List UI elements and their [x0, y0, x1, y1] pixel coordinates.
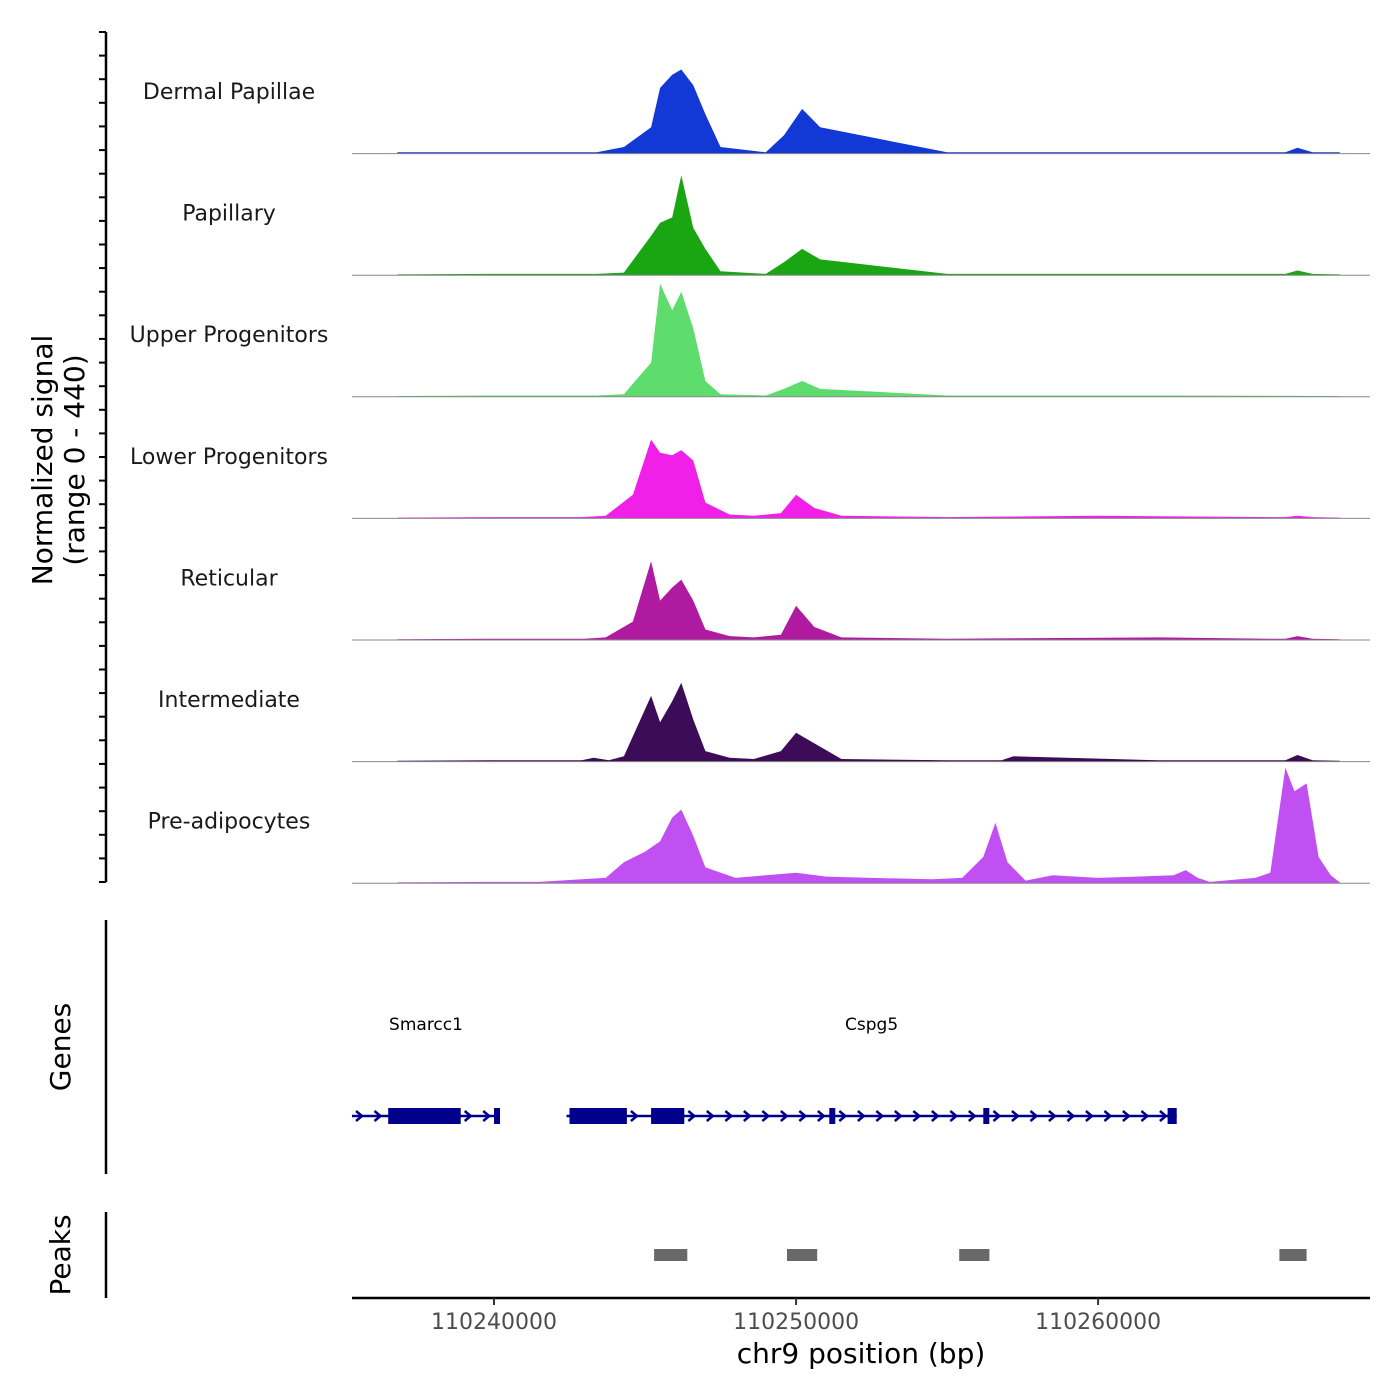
- coverage-area: [397, 561, 1340, 640]
- coverage-area: [397, 283, 1340, 397]
- track-reticular: Reticular: [180, 561, 1370, 641]
- y-axis-range-label: (range 0 - 440): [58, 354, 91, 565]
- track-lower-progenitors: Lower Progenitors: [130, 439, 1370, 519]
- strand-arrow: [816, 1110, 826, 1122]
- track-label: Lower Progenitors: [130, 445, 328, 470]
- peak-bar: [1279, 1249, 1307, 1261]
- track-pre-adipocytes: Pre-adipocytes: [148, 767, 1370, 884]
- strand-arrow: [705, 1110, 715, 1122]
- gene-models: Smarcc1 Cspg5: [352, 1015, 1177, 1124]
- strand-arrow: [893, 1110, 903, 1122]
- track-label: Reticular: [180, 566, 278, 591]
- strand-arrow: [930, 1110, 940, 1122]
- coverage-area: [397, 175, 1340, 276]
- strand-arrow: [875, 1110, 885, 1122]
- gene-label: Cspg5: [845, 1015, 898, 1035]
- strand-arrow: [373, 1110, 383, 1122]
- strand-arrow: [724, 1110, 734, 1122]
- track-label: Papillary: [182, 202, 276, 227]
- y-axis-title: Normalized signal: [26, 335, 59, 586]
- strand-arrow: [742, 1110, 752, 1122]
- peaks-panel: Peaks: [44, 1212, 1307, 1298]
- y-axis-ticks: [99, 31, 106, 883]
- coverage-area: [397, 439, 1340, 519]
- coverage-area: [397, 69, 1340, 154]
- x-tick-label: 110250000: [733, 1310, 859, 1335]
- peak-marks: [654, 1249, 1307, 1261]
- gene-smarcc1: Smarcc1: [352, 1015, 500, 1124]
- strand-arrow: [761, 1110, 771, 1122]
- x-tick-label: 110240000: [431, 1310, 557, 1335]
- strand-arrow: [779, 1110, 789, 1122]
- track-label: Intermediate: [158, 688, 300, 713]
- track-label: Upper Progenitors: [130, 323, 329, 348]
- strand-arrow: [856, 1110, 866, 1122]
- peaks-panel-title: Peaks: [44, 1214, 77, 1295]
- exon-block: [494, 1108, 500, 1124]
- track-dermal-papillae: Dermal Papillae: [143, 69, 1370, 155]
- strand-arrow: [1011, 1110, 1020, 1122]
- strand-arrow: [967, 1110, 977, 1122]
- x-axis: 110240000 110250000 110260000 chr9 positio…: [352, 1296, 1370, 1370]
- genes-panel-title: Genes: [44, 1003, 77, 1091]
- exon-block: [829, 1108, 836, 1124]
- strand-arrow: [1103, 1110, 1113, 1122]
- track-papillary: Papillary: [182, 175, 1370, 276]
- coverage-tracks: Dermal Papillae Papillary Upper Progenitor…: [130, 69, 1370, 884]
- genes-panel: Genes Smarcc1 Cspg5: [44, 920, 1177, 1174]
- coverage-area: [397, 682, 1340, 762]
- gene-label: Smarcc1: [389, 1015, 463, 1035]
- x-axis-ticks: 110240000 110250000 110260000: [431, 1298, 1161, 1335]
- strand-arrow: [992, 1110, 1002, 1122]
- track-label: Dermal Papillae: [143, 80, 315, 105]
- gene-cspg5: Cspg5: [566, 1015, 1177, 1124]
- strand-arrow: [463, 1110, 473, 1122]
- x-axis-title: chr9 position (bp): [737, 1337, 986, 1370]
- strand-arrow: [1085, 1110, 1094, 1122]
- exon-block: [651, 1108, 685, 1124]
- x-tick-label: 110260000: [1035, 1310, 1161, 1335]
- track-intermediate: Intermediate: [158, 682, 1370, 763]
- track-label: Pre-adipocytes: [148, 810, 311, 835]
- strand-arrow: [687, 1110, 697, 1122]
- strand-arrow: [912, 1110, 922, 1122]
- exon-block: [983, 1108, 990, 1124]
- exon-block: [388, 1108, 461, 1124]
- strand-arrow: [798, 1110, 808, 1122]
- peak-bar: [787, 1249, 818, 1261]
- strand-arrow: [1048, 1110, 1057, 1122]
- peak-bar: [654, 1249, 688, 1261]
- strand-arrow: [949, 1110, 959, 1122]
- strand-arrow: [1122, 1110, 1131, 1122]
- strand-arrow: [630, 1110, 639, 1122]
- strand-arrow: [838, 1110, 848, 1122]
- coverage-area: [397, 767, 1340, 884]
- strand-arrow: [1029, 1110, 1039, 1122]
- exon-block: [569, 1108, 627, 1124]
- strand-arrow: [1066, 1110, 1076, 1122]
- strand-arrow: [1140, 1110, 1150, 1122]
- coverage-panel: Dermal Papillae Papillary Upper Progenitor…: [26, 31, 1370, 884]
- peak-bar: [959, 1249, 990, 1261]
- strand-arrow: [482, 1110, 492, 1122]
- exon-block: [1167, 1108, 1177, 1124]
- track-upper-progenitors: Upper Progenitors: [130, 283, 1370, 398]
- strand-arrow: [1159, 1110, 1168, 1122]
- strand-arrow: [355, 1110, 364, 1122]
